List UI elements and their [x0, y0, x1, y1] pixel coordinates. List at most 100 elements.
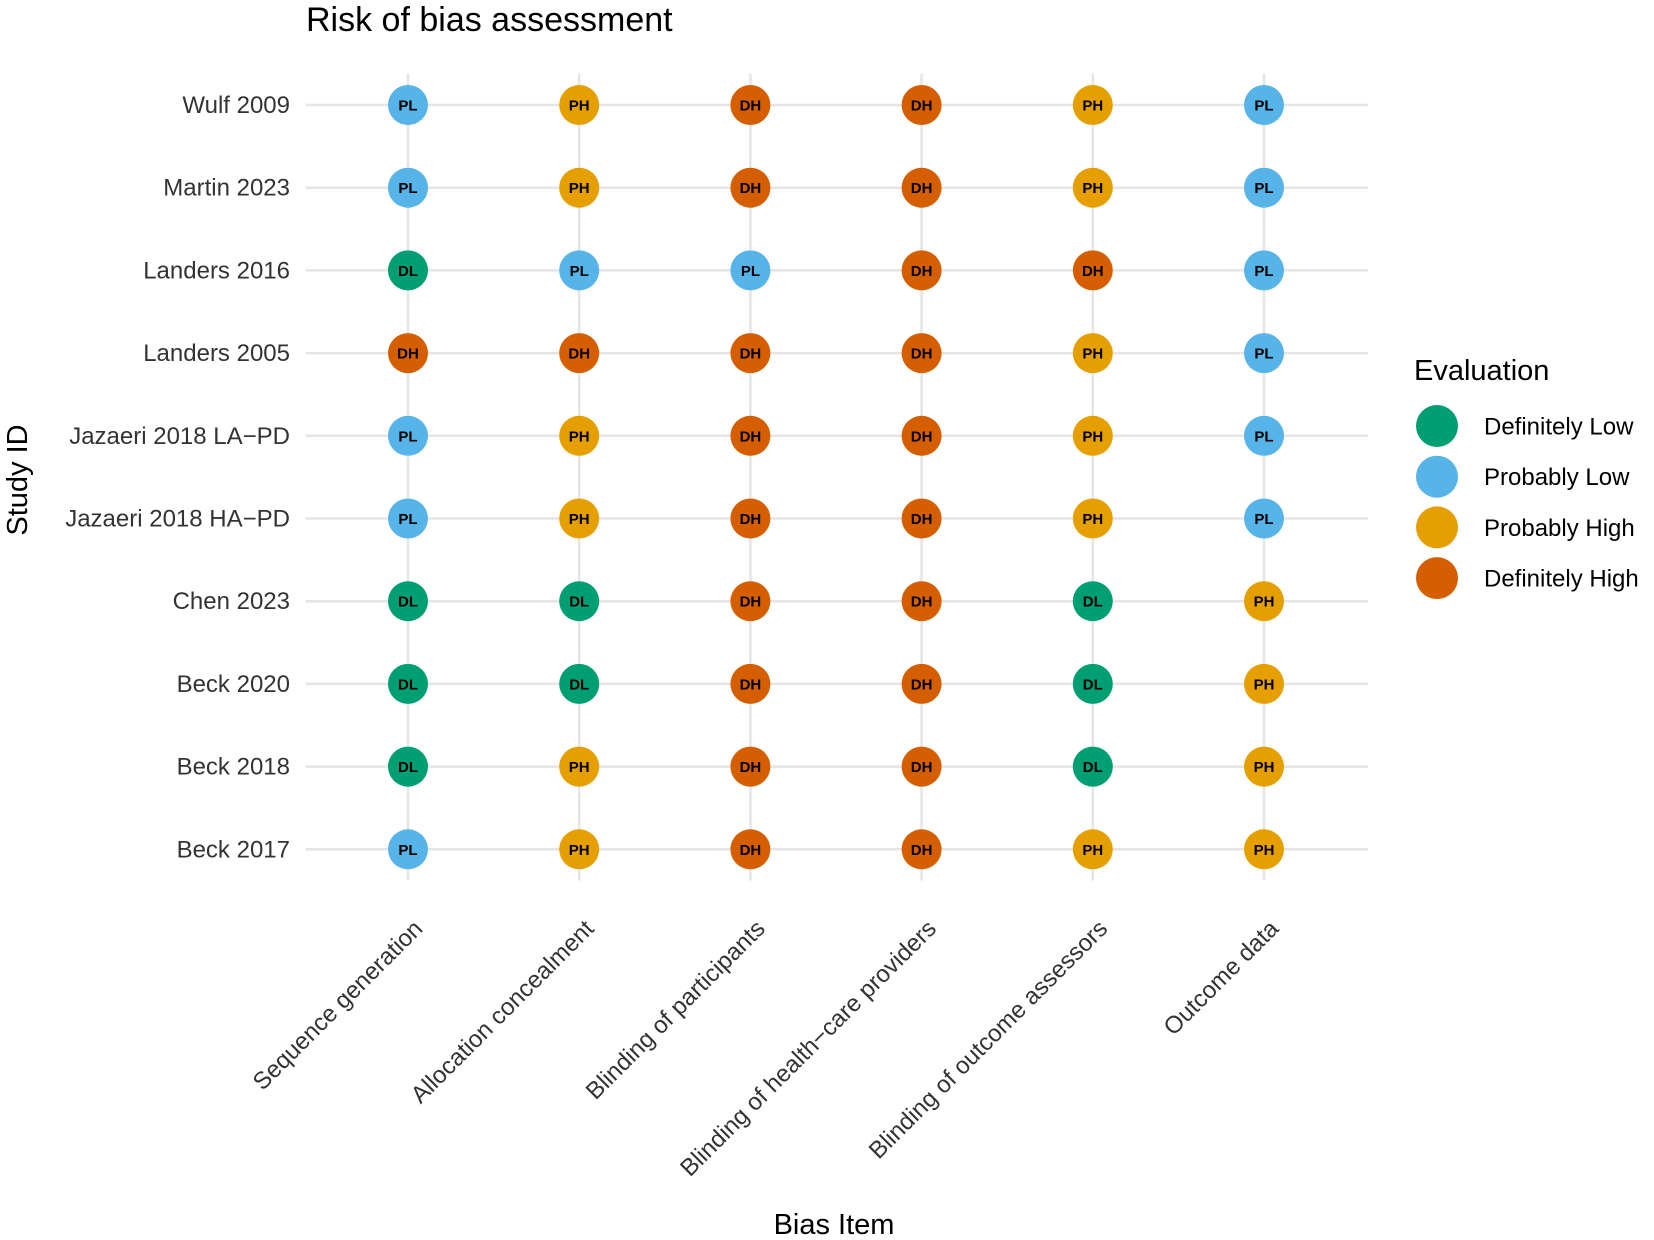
data-point-marker — [1072, 498, 1113, 539]
data-point-marker — [559, 746, 600, 787]
data-point-label: DH — [1082, 263, 1104, 280]
data-point-marker — [388, 415, 428, 456]
data-point-label: PL — [1254, 428, 1273, 445]
data-point-label: DH — [911, 98, 933, 115]
data-point: PL — [1244, 498, 1284, 539]
grid-lines — [306, 73, 1368, 881]
data-point: PL — [388, 415, 428, 456]
data-point-label: PH — [1254, 676, 1275, 693]
data-point: PH — [559, 498, 600, 539]
data-point-marker — [1072, 85, 1113, 125]
data-point-marker — [730, 85, 771, 125]
data-point: DH — [901, 829, 942, 870]
data-point-label: DL — [569, 676, 589, 693]
data-point-label: PL — [398, 842, 417, 859]
data-point-marker — [1244, 333, 1284, 374]
data-point-label: PH — [569, 842, 590, 859]
data-point-label: DH — [911, 759, 933, 776]
data-point-marker — [901, 746, 942, 787]
data-point: DH — [901, 663, 942, 704]
data-point: DL — [1072, 746, 1113, 787]
data-point-label: PL — [398, 180, 417, 197]
data-point-marker — [1244, 581, 1284, 622]
data-point-marker — [901, 85, 942, 125]
data-point-marker — [730, 663, 771, 704]
data-point-marker — [559, 415, 600, 456]
data-point-marker — [559, 829, 600, 870]
data-point-marker — [388, 663, 428, 704]
data-point: DH — [901, 498, 942, 539]
x-tick-label: Sequence generation — [248, 915, 428, 1095]
data-point: DL — [388, 250, 428, 291]
data-point: PL — [559, 250, 600, 291]
data-point: DL — [388, 746, 428, 787]
data-point-label: PL — [1254, 346, 1273, 363]
data-point: DH — [730, 333, 771, 374]
data-point-marker — [730, 581, 771, 622]
data-point-marker — [1072, 250, 1113, 291]
data-point-label: DH — [911, 428, 933, 445]
data-point-marker — [559, 167, 600, 208]
data-point-label: DL — [398, 263, 418, 280]
data-point-marker — [1072, 333, 1113, 374]
data-point-label: PH — [1082, 346, 1103, 363]
data-point-label: DL — [1083, 676, 1103, 693]
data-point-marker — [901, 415, 942, 456]
data-point-marker — [559, 663, 600, 704]
data-point-label: DH — [911, 263, 933, 280]
data-point: PH — [1244, 581, 1284, 622]
data-point: DH — [730, 581, 771, 622]
data-point: PL — [388, 498, 428, 539]
data-point: PH — [1072, 498, 1113, 539]
data-point-label: DL — [1083, 594, 1103, 611]
data-point-marker — [730, 333, 771, 374]
data-point-label: DH — [740, 428, 762, 445]
data-point: DH — [730, 829, 771, 870]
data-point: DH — [388, 333, 428, 374]
data-point-label: PL — [1254, 98, 1273, 115]
data-point-marker — [1072, 581, 1113, 622]
data-point-marker — [1072, 167, 1113, 208]
legend-label: Definitely High — [1484, 566, 1639, 593]
y-tick-label: Wulf 2009 — [182, 92, 290, 119]
data-point: DH — [901, 85, 942, 125]
data-point: DH — [1072, 250, 1113, 291]
data-point-label: PL — [398, 428, 417, 445]
data-point-label: DL — [569, 594, 589, 611]
data-point-marker — [559, 581, 600, 622]
data-point-label: DH — [911, 346, 933, 363]
data-point: PH — [559, 85, 600, 125]
legend-title: Evaluation — [1414, 355, 1549, 387]
data-point-label: DH — [740, 759, 762, 776]
y-tick-label: Landers 2005 — [143, 340, 290, 367]
data-point-marker — [1072, 746, 1113, 787]
data-point-label: PH — [1254, 842, 1275, 859]
y-tick-label: Jazaeri 2018 HA−PD — [65, 506, 290, 533]
data-point: DL — [388, 663, 428, 704]
data-point: DH — [730, 415, 771, 456]
data-point-label: DH — [740, 180, 762, 197]
data-point: PL — [1244, 250, 1284, 291]
data-point: DH — [901, 746, 942, 787]
data-point: DH — [559, 333, 600, 374]
data-point-marker — [388, 581, 428, 622]
y-tick-label: Chen 2023 — [173, 588, 290, 615]
data-point-marker — [901, 829, 942, 870]
data-point-marker — [901, 581, 942, 622]
data-point-marker — [1244, 829, 1284, 870]
data-point-marker — [1072, 829, 1113, 870]
data-point: DL — [559, 581, 600, 622]
legend-label: Probably High — [1484, 515, 1635, 542]
data-point: PH — [1244, 746, 1284, 787]
data-point-label: DH — [740, 676, 762, 693]
data-point-marker — [388, 829, 428, 870]
data-point-marker — [901, 167, 942, 208]
data-point-marker — [388, 746, 428, 787]
data-point: DH — [730, 663, 771, 704]
y-tick-label: Beck 2018 — [177, 754, 290, 781]
data-point-marker — [388, 498, 428, 539]
data-point-marker — [730, 498, 771, 539]
data-point-label: PL — [1254, 263, 1273, 280]
data-point: PL — [1244, 415, 1284, 456]
